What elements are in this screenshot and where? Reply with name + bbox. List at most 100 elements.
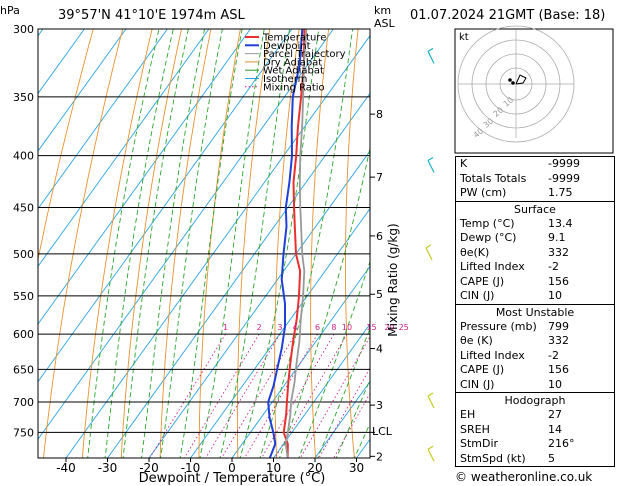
- isotherm-line: [38, 29, 334, 441]
- legend-entry: Temperature: [262, 33, 326, 44]
- temperature-tick-label: 20: [307, 461, 322, 475]
- legend-entry: Dry Adiabat: [263, 57, 322, 68]
- surface-row: CAPE (J) 156: [456, 275, 614, 290]
- isotherm-line: [107, 92, 370, 458]
- wind-barb-flag: [427, 47, 434, 52]
- surface-row: Temp (°C) 13.4: [456, 217, 614, 232]
- mixing-ratio-label: 20: [384, 323, 394, 332]
- wind-barb: [425, 247, 433, 261]
- legend-entry: Isotherm: [263, 74, 307, 85]
- wet-adiabat-line: [298, 260, 370, 458]
- hodograph-storm-marker: [508, 78, 512, 82]
- wind-barb: [427, 160, 435, 173]
- pressure-tick-label: 350: [13, 91, 34, 104]
- isotherm-line: [65, 35, 370, 458]
- legend-entry: Mixing Ratio: [263, 82, 325, 93]
- plot-frame: [37, 28, 371, 459]
- x-axis-label: Dewpoint / Temperature (°C): [139, 471, 326, 486]
- mixing-ratio-line: [333, 392, 370, 458]
- hodograph-row: EH 27: [456, 408, 614, 423]
- wind-barb-flag: [427, 445, 434, 450]
- dry-adiabat-line: [623, 29, 629, 458]
- temperature-tick-label: 0: [228, 461, 236, 475]
- most-unstable-value: 799: [548, 319, 569, 333]
- wind-barb: [427, 448, 435, 462]
- hodograph-value: 5: [548, 451, 555, 465]
- legend-entry: Wet Adiabat: [263, 66, 324, 77]
- mixing-ratio-label: 8: [331, 323, 336, 332]
- surface-row: Lifted Index -2: [456, 260, 614, 275]
- mixing-ratio-label: 3: [277, 323, 282, 332]
- surface-value: 10: [548, 289, 562, 302]
- surface-label: CIN (J): [460, 289, 495, 302]
- surface-label: θe(K): [460, 245, 490, 259]
- wet-adiabat-line: [259, 29, 354, 458]
- dry-adiabat-line: [412, 29, 432, 458]
- isotherm-line: [273, 323, 370, 458]
- surface-label: CAPE (J): [460, 274, 505, 288]
- lcl-label: LCL: [372, 425, 393, 438]
- wet-adiabat-line: [160, 29, 223, 458]
- hpa-label: hPa: [0, 4, 20, 17]
- dry-adiabat-line: [38, 29, 94, 262]
- most-unstable-value: 332: [548, 334, 569, 347]
- km-axis: 8 7 6 5 4 3 2: [370, 108, 383, 463]
- most-unstable-row: Lifted Index -2: [456, 349, 614, 364]
- wind-barb: [427, 51, 435, 64]
- mixing-ratio-label: 2: [257, 323, 262, 332]
- hodograph-storm-marker: [511, 81, 515, 85]
- km-tick-label: 8: [376, 108, 383, 121]
- isotherm-line: [38, 29, 251, 325]
- mixing-ratio-label: 4: [293, 323, 298, 332]
- km-label: km: [374, 4, 392, 17]
- wet-adiabat-line: [199, 29, 265, 458]
- isotherm-line: [190, 207, 370, 458]
- surface-label: Temp (°C): [460, 216, 515, 230]
- temperature-tick-label: -10: [181, 461, 201, 475]
- pressure-tick-label: 400: [13, 150, 34, 163]
- most-unstable-row: θe (K) 332: [456, 334, 614, 349]
- hodograph-label: StmDir: [460, 437, 499, 450]
- hodograph-frame: [454, 28, 614, 154]
- temperature-tick-label: 30: [349, 461, 364, 475]
- most-unstable-label: CAPE (J): [460, 363, 505, 376]
- mixing-ratio-line: [244, 333, 318, 458]
- series-line-dewpoint: [267, 29, 304, 458]
- pressure-tick-labels: 300 350 400 450 500 550 600 650 700 750: [13, 23, 34, 439]
- series-line-temperature: [282, 29, 306, 458]
- pressure-tick-label: 750: [13, 426, 34, 439]
- most-unstable-value: 156: [548, 363, 569, 376]
- pressure-tick-label: 300: [13, 23, 34, 36]
- wet-adiabat-line: [104, 29, 174, 458]
- index-label: K: [460, 157, 468, 170]
- surface-value: 156: [548, 274, 569, 288]
- surface-title: Surface: [456, 200, 614, 217]
- surface-value: 332: [548, 245, 569, 259]
- wind-barb: [427, 395, 435, 409]
- km-tick-label: 4: [376, 343, 383, 356]
- index-value: -9999: [548, 157, 580, 170]
- most-unstable-row: Pressure (mb) 799: [456, 320, 614, 335]
- most-unstable-row: CIN (J) 10: [456, 378, 614, 393]
- surface-value: -2: [548, 260, 559, 273]
- mixing-ratio-label: 6: [315, 323, 320, 332]
- temperature-tick-label: -30: [98, 461, 118, 475]
- index-value: 1.75: [548, 186, 573, 199]
- surface-label: Dewp (°C): [460, 231, 517, 244]
- wet-adiabat-line: [87, 29, 160, 458]
- hodograph-trace: [515, 74, 527, 85]
- mixing-ratio-labels: 1 2 3 4 6 8 10 15 20 25: [223, 323, 409, 332]
- surface-label: Lifted Index: [460, 260, 525, 273]
- credit-text: © weatheronline.co.uk: [455, 470, 593, 484]
- pressure-tick-label: 500: [13, 248, 34, 261]
- legend-entry: Dewpoint: [263, 41, 311, 52]
- most-unstable-label: Pressure (mb): [460, 319, 537, 333]
- mixing-ratio-line: [261, 333, 335, 458]
- wet-adiabat-line: [335, 378, 370, 458]
- hodograph-title: Hodograph: [456, 392, 614, 408]
- km-tick-label: 5: [376, 288, 383, 301]
- series-line-parcel-trajectory: [284, 29, 308, 458]
- surface-value: 9.1: [548, 231, 566, 244]
- most-unstable-label: θe (K): [460, 334, 493, 347]
